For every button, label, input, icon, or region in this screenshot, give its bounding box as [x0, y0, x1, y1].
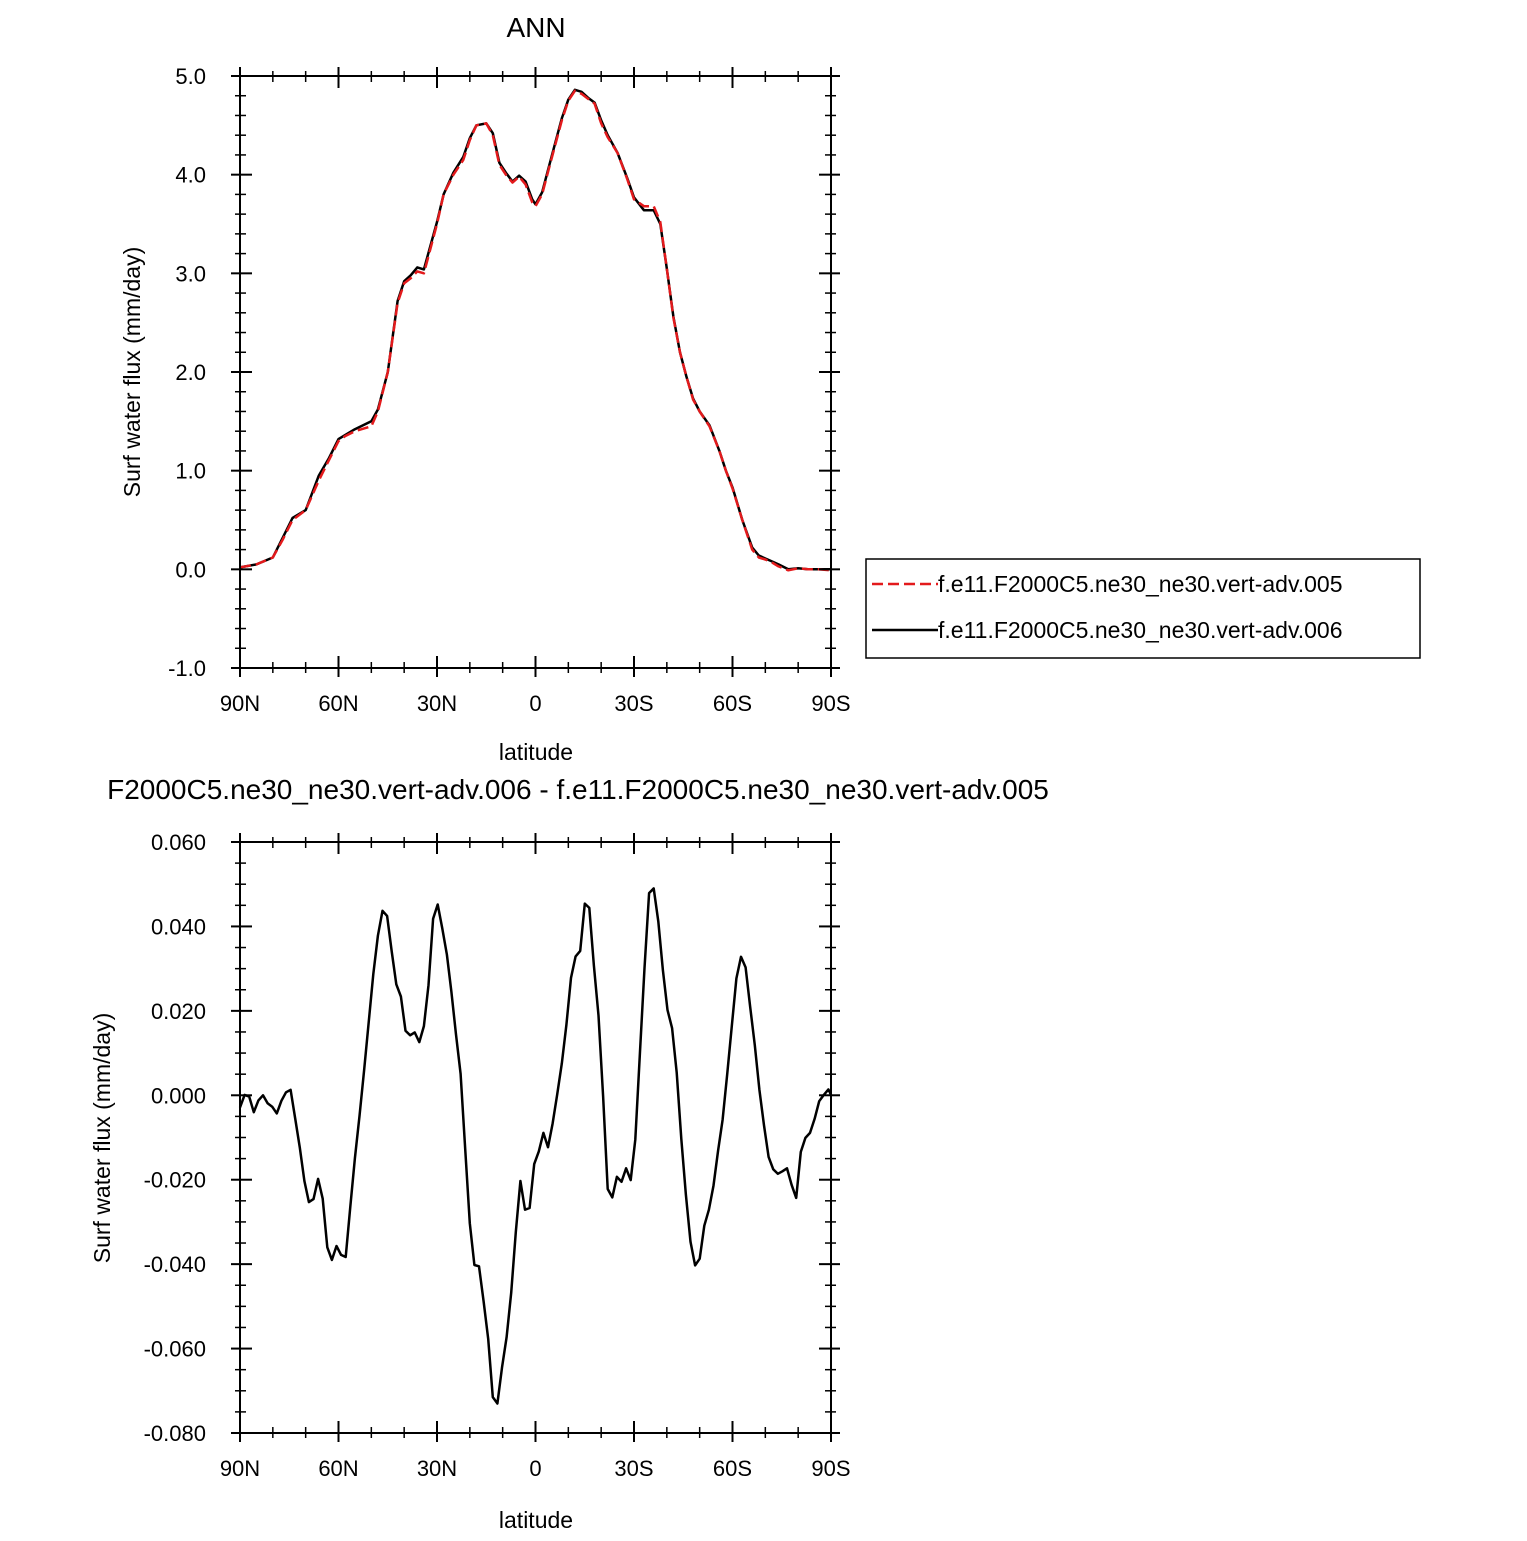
bottom-x-tick-label: 30S — [614, 1456, 653, 1481]
top-series-line-1 — [239, 89, 832, 572]
top-plot-frame — [239, 75, 832, 669]
top-x-tick-label: 90N — [220, 691, 260, 716]
bottom-plot-panel: F2000C5.ne30_ne30.vert-adv.006 - f.e11.F… — [89, 774, 1049, 1533]
top-y-tick-label: 0.0 — [175, 557, 206, 582]
legend-box — [865, 558, 1421, 659]
bottom-x-tick-label: 0 — [529, 1456, 541, 1481]
bottom-y-tick-label: -0.040 — [144, 1252, 206, 1277]
top-y-tick-label: 1.0 — [175, 459, 206, 484]
top-plot-title: ANN — [506, 12, 565, 43]
top-x-tick-label: 90S — [811, 691, 850, 716]
bottom-series-line-1 — [238, 887, 833, 1405]
top-y-axis-label: Surf water flux (mm/day) — [119, 247, 145, 498]
bottom-y-tick-label: -0.020 — [144, 1168, 206, 1193]
bottom-x-tick-label: 60N — [318, 1456, 358, 1481]
bottom-y-tick-label: 0.060 — [151, 830, 206, 855]
top-y-tick-label: 4.0 — [175, 163, 206, 188]
bottom-y-tick-label: 0.000 — [151, 1083, 206, 1108]
top-x-axis-label: latitude — [499, 739, 573, 765]
top-y-tick-label: 5.0 — [175, 64, 206, 89]
bottom-x-tick-label: 90N — [220, 1456, 260, 1481]
bottom-y-tick-label: -0.060 — [144, 1337, 206, 1362]
bottom-y-axis-label: Surf water flux (mm/day) — [89, 1013, 115, 1264]
top-x-tick-label: 60S — [713, 691, 752, 716]
bottom-y-tick-label: -0.080 — [144, 1421, 206, 1446]
top-x-tick-label: 30N — [417, 691, 457, 716]
bottom-x-axis-label: latitude — [499, 1507, 573, 1533]
top-series-line-2 — [239, 88, 831, 571]
top-y-tick-label: 3.0 — [175, 261, 206, 286]
bottom-x-tick-label: 90S — [811, 1456, 850, 1481]
bottom-plot-frame — [239, 841, 832, 1434]
top-x-tick-label: 0 — [529, 691, 541, 716]
legend-label-005: f.e11.F2000C5.ne30_ne30.vert-adv.005 — [938, 571, 1343, 597]
bottom-x-tick-label: 60S — [713, 1456, 752, 1481]
top-plot-panel: ANN latitude Surf water flux (mm/day) 90… — [119, 12, 851, 765]
legend-label-006: f.e11.F2000C5.ne30_ne30.vert-adv.006 — [938, 617, 1343, 643]
top-x-tick-label: 60N — [318, 691, 358, 716]
bottom-plot-title: F2000C5.ne30_ne30.vert-adv.006 - f.e11.F… — [107, 774, 1049, 805]
top-x-tick-label: 30S — [614, 691, 653, 716]
bottom-y-tick-label: 0.040 — [151, 914, 206, 939]
bottom-y-tick-label: 0.020 — [151, 999, 206, 1024]
top-y-tick-label: -1.0 — [168, 656, 206, 681]
bottom-x-tick-label: 30N — [417, 1456, 457, 1481]
legend: f.e11.F2000C5.ne30_ne30.vert-adv.005 f.e… — [865, 558, 1421, 659]
top-y-tick-label: 2.0 — [175, 360, 206, 385]
